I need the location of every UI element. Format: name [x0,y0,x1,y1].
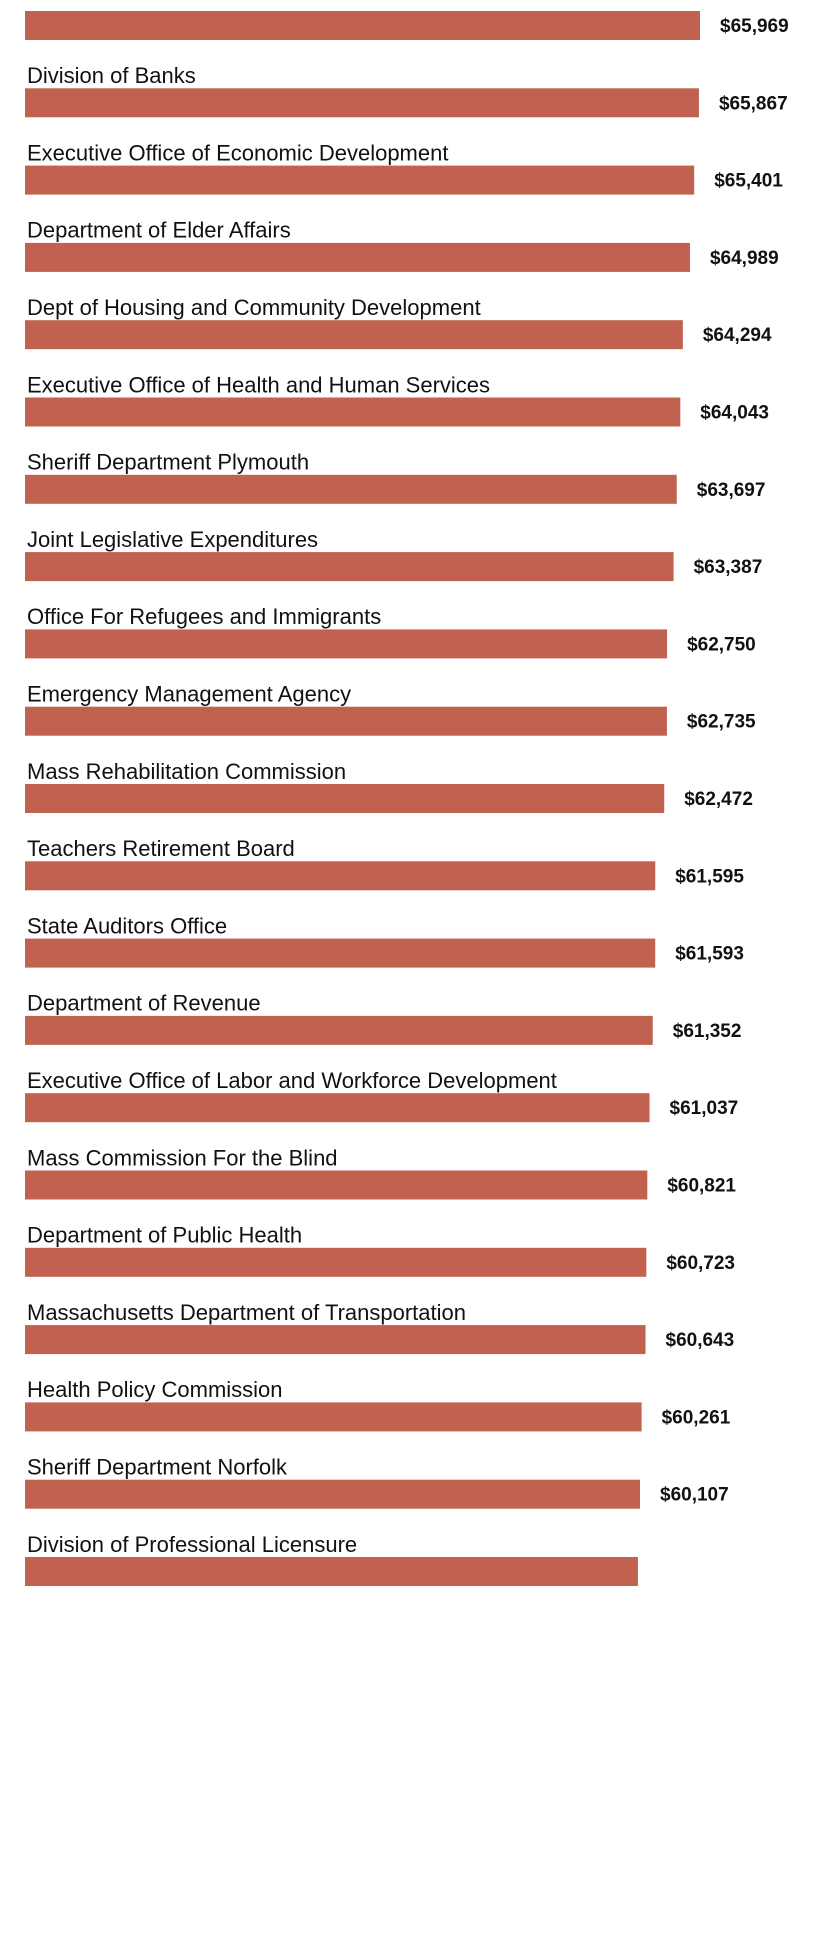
category-label: Department of Elder Affairs [27,218,291,243]
bar [25,552,674,582]
category-label: Health Policy Commission [27,1377,283,1402]
category-label: Division of Banks [27,63,196,88]
value-label: $65,401 [714,171,783,192]
value-label: $61,352 [673,1021,742,1042]
category-label: Office For Refugees and Immigrants [27,604,381,629]
bar [25,706,667,736]
value-label: $61,593 [675,944,744,965]
value-label: $62,472 [684,789,753,810]
category-label: Sheriff Department Norfolk [27,1455,288,1480]
value-label: $60,821 [667,1176,736,1197]
category-label: Emergency Management Agency [27,682,351,707]
bar [25,242,690,272]
category-label: Dept of Housing and Community Developmen… [27,295,481,320]
bar [25,88,699,118]
bar [25,1093,650,1123]
bar [25,938,656,968]
category-label: State Auditors Office [27,913,227,938]
category-label: Department of Revenue [27,991,261,1016]
value-label: $60,107 [660,1485,729,1506]
bar [25,474,677,504]
bar [25,1170,648,1200]
value-label: $65,867 [719,93,788,114]
value-label: $61,037 [670,1098,739,1119]
value-label: $64,294 [703,325,772,346]
value-label: $61,595 [675,866,744,887]
value-label: $64,043 [700,403,769,424]
category-label: Sheriff Department Plymouth [27,450,309,475]
value-label: $60,723 [666,1253,735,1274]
bar [25,1557,638,1586]
category-label: Teachers Retirement Board [27,836,295,861]
bar [25,861,656,891]
value-label: $65,969 [720,16,789,37]
category-label: Division of Professional Licensure [27,1532,357,1557]
bar [25,629,668,659]
category-label: Massachusetts Department of Transportati… [27,1300,466,1325]
bar [25,784,665,813]
category-label: Mass Rehabilitation Commission [27,759,346,784]
bar [25,165,695,195]
bar [25,1402,642,1432]
bar [25,1247,647,1277]
value-label: $62,735 [687,712,756,733]
category-label: Joint Legislative Expenditures [27,527,318,552]
value-label: $62,750 [687,634,756,655]
value-label: $60,643 [666,1330,735,1351]
bar [25,320,683,350]
category-label: Executive Office of Labor and Workforce … [27,1068,557,1093]
value-label: $64,989 [710,248,779,269]
category-label: Executive Office of Economic Development [27,140,448,165]
value-label: $63,387 [694,557,763,578]
value-label: $60,261 [662,1407,731,1428]
bar [25,397,681,427]
category-label: Executive Office of Health and Human Ser… [27,372,490,397]
category-label: Mass Commission For the Blind [27,1145,338,1170]
bar [25,1015,653,1045]
value-label: $63,697 [697,480,766,501]
bar [25,1325,646,1355]
bar [25,1479,641,1509]
category-label: Department of Public Health [27,1223,302,1248]
bar [25,11,700,40]
